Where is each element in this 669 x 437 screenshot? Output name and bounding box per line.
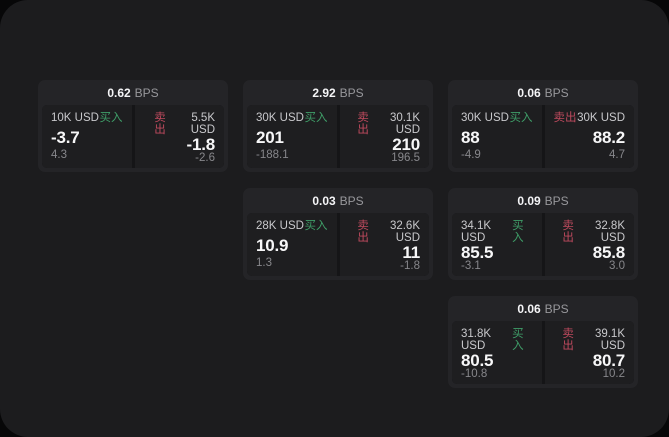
bps-value: 0.06: [517, 85, 541, 100]
bps-value: 0.09: [517, 193, 541, 208]
buy-amount: 30K USD: [461, 112, 509, 124]
quote-card[interactable]: 0.62 BPS 10K USD 买入 -3.7 4.3 卖出 5.5K USD: [38, 80, 228, 172]
sell-sub-value: 196.5: [391, 152, 420, 164]
buy-price: 80.5: [461, 351, 494, 370]
sell-panel[interactable]: 卖出 32.8K USD 85.8 3.0: [544, 213, 634, 276]
card-header: 0.06 BPS: [452, 80, 634, 105]
buy-sell-panels: 10K USD 买入 -3.7 4.3 卖出 5.5K USD -1.8 -2.…: [42, 105, 224, 168]
sell-amount: 30K USD: [577, 112, 625, 124]
sell-badge: 卖出: [154, 112, 166, 136]
buy-badge: 买入: [512, 328, 524, 352]
bps-unit: BPS: [339, 193, 364, 208]
buy-panel[interactable]: 28K USD 买入 10.9 1.3: [247, 213, 337, 276]
sell-amount: 5.5K USD: [190, 112, 215, 136]
bps-value: 0.03: [312, 193, 336, 208]
buy-sub-value: -3.1: [461, 260, 481, 272]
buy-panel[interactable]: 30K USD 买入 201 -188.1: [247, 105, 337, 168]
sell-amount: 32.8K USD: [594, 220, 625, 244]
sell-amount: 39.1K USD: [594, 328, 625, 352]
sell-panel[interactable]: 卖出 30.1K USD 210 196.5: [339, 105, 429, 168]
sell-price: 80.7: [592, 351, 625, 370]
buy-badge: 买入: [304, 112, 328, 124]
quote-card[interactable]: 0.09 BPS 34.1K USD 买入 85.5 -3.1 卖出 32.8K…: [448, 188, 638, 280]
sell-price: 85.8: [592, 243, 625, 262]
sell-badge: 卖出: [357, 112, 369, 136]
bps-value: 2.92: [312, 85, 336, 100]
buy-sell-panels: 34.1K USD 买入 85.5 -3.1 卖出 32.8K USD 85.8…: [452, 213, 634, 276]
sell-sub-value: -1.8: [400, 260, 420, 272]
buy-amount: 10K USD: [51, 112, 99, 124]
quote-card[interactable]: 0.03 BPS 28K USD 买入 10.9 1.3 卖出 32.6K US…: [243, 188, 433, 280]
sell-price: 88.2: [592, 127, 625, 147]
sell-panel[interactable]: 卖出 39.1K USD 80.7 10.2: [544, 321, 634, 384]
bps-value: 0.06: [517, 301, 541, 316]
buy-sell-panels: 28K USD 买入 10.9 1.3 卖出 32.6K USD 11 -1.8: [247, 213, 429, 276]
sell-sub-value: 4.7: [609, 148, 625, 161]
buy-sub-value: -10.8: [461, 368, 488, 380]
sell-sub-value: -2.6: [195, 152, 215, 164]
buy-price: 85.5: [461, 243, 494, 262]
card-header: 0.09 BPS: [452, 188, 634, 213]
bps-unit: BPS: [544, 193, 569, 208]
sell-badge: 卖出: [562, 220, 574, 244]
buy-sell-panels: 30K USD 买入 88 -4.9 卖出 30K USD 88.2 4.7: [452, 105, 634, 168]
card-header: 2.92 BPS: [247, 80, 429, 105]
buy-sub-value: -188.1: [256, 148, 289, 161]
card-header: 0.62 BPS: [42, 80, 224, 105]
sell-sub-value: 10.2: [602, 368, 625, 380]
sell-price: -1.8: [186, 135, 216, 154]
buy-badge: 买入: [99, 112, 123, 124]
sell-panel[interactable]: 卖出 5.5K USD -1.8 -2.6: [134, 105, 224, 168]
buy-panel[interactable]: 31.8K USD 买入 80.5 -10.8: [452, 321, 542, 384]
buy-amount: 34.1K USD: [461, 220, 492, 244]
buy-sub-value: -4.9: [461, 148, 481, 161]
buy-badge: 买入: [509, 112, 533, 124]
sell-sub-value: 3.0: [609, 260, 625, 272]
card-header: 0.03 BPS: [247, 188, 429, 213]
buy-price: 201: [256, 127, 284, 147]
buy-badge: 买入: [304, 220, 328, 232]
quote-card[interactable]: 0.06 BPS 30K USD 买入 88 -4.9 卖出 30K USD: [448, 80, 638, 172]
quote-card[interactable]: 0.06 BPS 31.8K USD 买入 80.5 -10.8 卖出 39.1…: [448, 296, 638, 388]
bps-unit: BPS: [134, 85, 159, 100]
buy-price: -3.7: [51, 127, 80, 147]
bps-unit: BPS: [544, 85, 569, 100]
quote-card[interactable]: 2.92 BPS 30K USD 买入 201 -188.1 卖出 30.1K …: [243, 80, 433, 172]
quote-cards-grid: 0.62 BPS 10K USD 买入 -3.7 4.3 卖出 5.5K USD: [38, 80, 638, 388]
sell-amount: 30.1K USD: [389, 112, 420, 136]
sell-badge: 卖出: [553, 112, 577, 124]
sell-panel[interactable]: 卖出 32.6K USD 11 -1.8: [339, 213, 429, 276]
sell-price: 210: [392, 135, 420, 154]
bps-value: 0.62: [107, 85, 131, 100]
buy-badge: 买入: [512, 220, 524, 244]
buy-amount: 31.8K USD: [461, 328, 492, 352]
sell-badge: 卖出: [562, 328, 574, 352]
sell-panel[interactable]: 卖出 30K USD 88.2 4.7: [544, 105, 634, 168]
buy-sub-value: 4.3: [51, 148, 67, 161]
buy-panel[interactable]: 34.1K USD 买入 85.5 -3.1: [452, 213, 542, 276]
buy-amount: 30K USD: [256, 112, 304, 124]
buy-sell-panels: 30K USD 买入 201 -188.1 卖出 30.1K USD 210 1…: [247, 105, 429, 168]
buy-panel[interactable]: 10K USD 买入 -3.7 4.3: [42, 105, 132, 168]
sell-amount: 32.6K USD: [389, 220, 420, 244]
buy-price: 10.9: [256, 235, 289, 255]
buy-panel[interactable]: 30K USD 买入 88 -4.9: [452, 105, 542, 168]
buy-amount: 28K USD: [256, 220, 304, 232]
card-header: 0.06 BPS: [452, 296, 634, 321]
bps-unit: BPS: [339, 85, 364, 100]
buy-price: 88: [461, 127, 480, 147]
buy-sell-panels: 31.8K USD 买入 80.5 -10.8 卖出 39.1K USD 80.…: [452, 321, 634, 384]
sell-price: 11: [402, 243, 420, 262]
bps-unit: BPS: [544, 301, 569, 316]
sell-badge: 卖出: [357, 220, 369, 244]
buy-sub-value: 1.3: [256, 256, 272, 269]
